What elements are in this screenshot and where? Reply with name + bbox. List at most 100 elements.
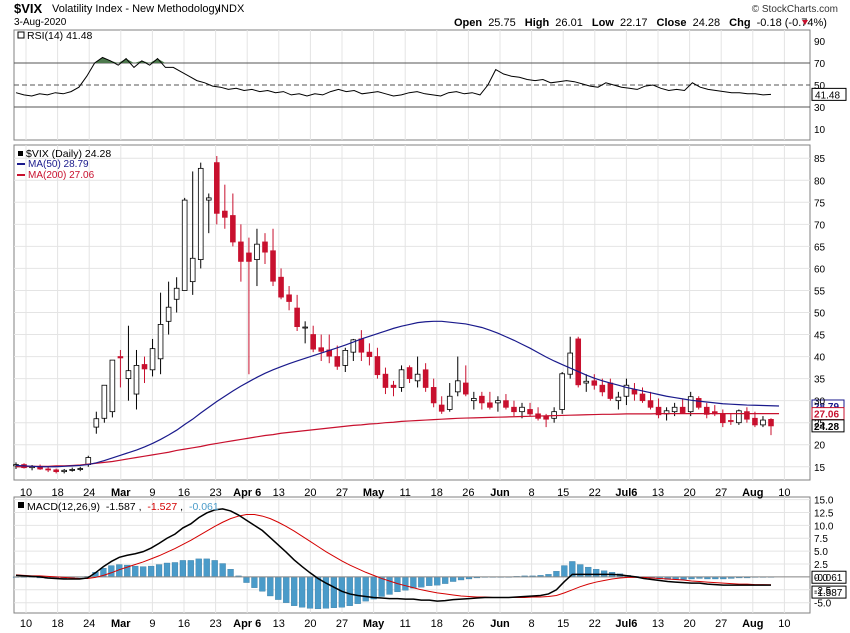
price-y-tick-label: 80 [814,176,826,187]
candle [607,378,614,401]
macd-hist-bar [426,576,433,586]
candle-body [366,351,373,357]
candle-body [567,352,573,375]
x-tick-label: 10 [20,618,32,630]
candle-body [607,382,614,399]
candle-body [471,398,477,402]
price-y-tick-label: 30 [814,397,826,408]
price-y-tick-label: 50 [814,309,826,320]
candle [262,233,268,265]
macd-y-tick-label: 5.0 [814,547,828,558]
macd-hist-bar [314,576,322,610]
close-label: Close [657,17,687,29]
candle-body [374,356,381,376]
candle [294,294,300,332]
candle-body [390,384,397,388]
candle [591,374,598,390]
candle-body [101,384,108,419]
candle-body [109,359,116,413]
candle-body [503,400,509,408]
candle [695,396,702,410]
candle-body [430,387,437,404]
candle-body [454,380,461,393]
copyright-label[interactable]: © StockCharts.com [752,4,838,15]
macd-legend-sep1: , [139,501,142,513]
candle [214,156,220,225]
candle [109,359,116,418]
candle-body [398,369,405,388]
candle-body [695,398,702,408]
candle-body [679,406,686,413]
x-tick-label: Aug [742,618,763,630]
candle-body [583,380,590,384]
candle [382,367,389,395]
candle-body [575,338,582,386]
macd-y-tick-label: 2.5 [814,560,828,571]
candle [639,387,646,403]
price-y-tick-label: 35 [814,375,826,386]
macd-panel-frame [13,496,811,614]
candle [575,336,582,388]
candle [334,345,341,370]
candle-body [752,417,758,426]
candle [270,228,276,287]
x-tick-label: 22 [589,618,601,630]
candle-body [69,469,76,471]
candle [326,334,333,364]
candle [454,356,461,397]
candle-body [687,396,694,413]
close-value: 24.28 [693,17,721,29]
x-tick-label: 11 [399,487,410,499]
candle-body [93,418,100,428]
macd-hist-bar [402,576,409,591]
candle [390,380,397,397]
macd-hist-bar [243,576,250,583]
x-tick-label: May [363,618,385,630]
candle-body [278,276,284,298]
candle-body [181,199,188,291]
candle-body [141,364,148,370]
macd-y-tick-label: -2.5 [814,586,832,597]
candle [679,398,686,414]
candle-body [294,307,300,328]
x-tick-label: Apr 6 [233,487,261,499]
candle-body [165,306,172,322]
x-tick-label: 18 [431,618,443,630]
candle [93,411,100,434]
candle-body [760,419,766,426]
rsi-y-tick-label: 50 [814,81,826,92]
candle [728,413,734,425]
candle-body [382,373,389,388]
x-tick-label: 23 [209,618,221,630]
macd-hist-bar [306,576,314,609]
x-tick-label: 27 [715,487,727,499]
macd-hist-bar [410,576,417,589]
candle-body [334,356,341,367]
down-arrow-icon [802,20,808,25]
x-tick-label: 18 [431,487,443,499]
x-tick-label: 10 [778,618,790,630]
candle-body [406,367,413,380]
x-tick-label: 13 [652,618,664,630]
candle [487,391,493,410]
candle-body [246,252,252,262]
macd-legend-signal: -1.527 [147,501,177,513]
macd-last-label-box [811,585,847,599]
x-tick-label: 20 [683,487,695,499]
candle [318,334,324,361]
low-value: 22.17 [620,17,648,29]
x-tick-label: 9 [149,487,155,499]
candle [254,228,260,287]
rsi-last-label-box [811,87,847,101]
candle-body [61,469,67,473]
macd-hist-bar [275,576,282,600]
macd-hist-bar [211,560,218,578]
ma50-legend-text: MA(50) 28.79 [28,159,89,170]
price-y-tick-label: 40 [814,353,826,364]
macd-y-tick-label: 7.5 [814,534,828,545]
macd-hist-bar [330,576,337,608]
candle [181,197,188,291]
candle-body [623,384,630,397]
candle [711,405,718,417]
candle-body [559,373,565,410]
